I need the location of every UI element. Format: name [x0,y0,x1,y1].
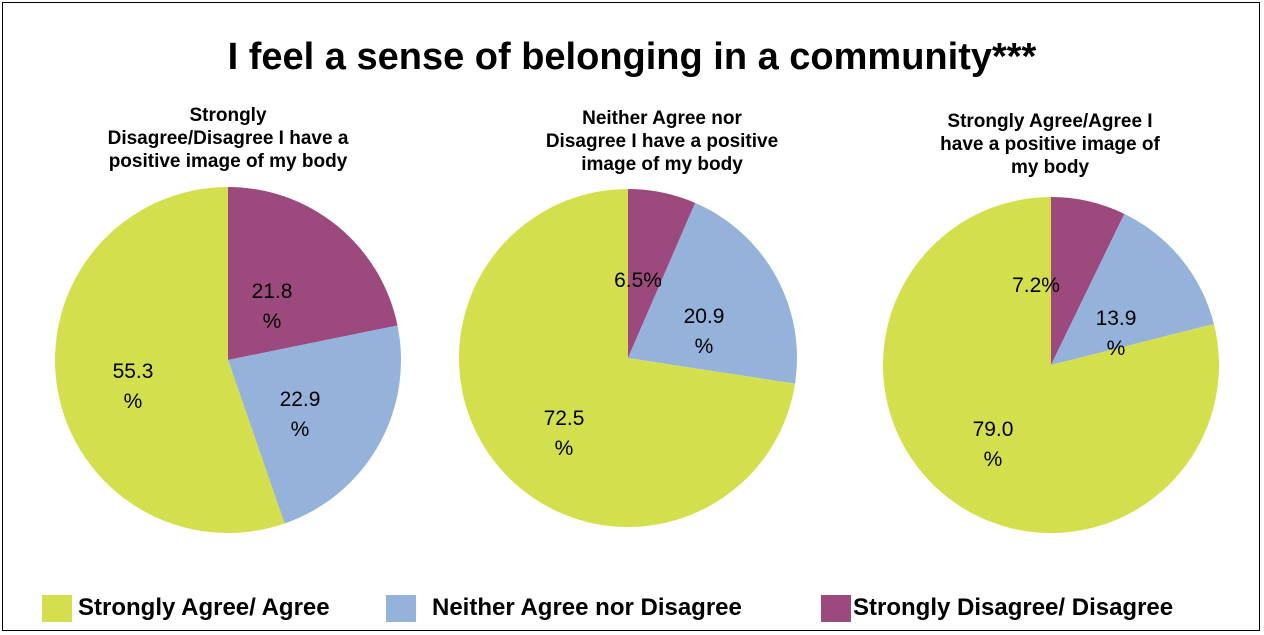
pie-1-title: Strongly Disagree/Disagree I have a posi… [63,104,393,173]
pie-1-label-disagree: 21.8% [252,280,293,333]
pie-1-slice-agree [54,187,285,533]
pie-2-title-line: Disagree I have a positive [545,131,779,152]
legend-item-agree: Strongly Agree/ Agree [42,591,330,625]
pie-3-slice-disagree [1051,197,1125,365]
pie-1-label-neither: 22.9% [280,388,321,441]
pie-2-title-line: image of my body [581,154,743,175]
pie-2-slice-agree [459,189,796,528]
legend: Strongly Agree/ Agree Neither Agree nor … [0,591,1264,625]
pie-3-label-disagree: 7.2% [1012,274,1060,297]
legend-swatch-agree [42,594,72,622]
pie-3-title-line: have a positive image of [940,134,1160,155]
pie-1-title-line: positive image of my body [108,151,348,172]
pie-3-title-line: my body [1010,157,1090,178]
pie-2-label-disagree: 6.5% [614,269,662,292]
pie-2-title-line: Neither Agree nor [582,108,742,129]
legend-item-disagree: Strongly Disagree/ Disagree [821,591,1173,625]
legend-label: Neither Agree nor Disagree [432,594,742,621]
pie-1-slice-neither [228,325,401,524]
pie-1-label-agree: 55.3% [113,360,154,413]
legend-swatch-disagree [821,594,851,622]
pie-2-title: Neither Agree nor Disagree I have a posi… [497,107,827,176]
pie-3-label-neither: 13.9% [1096,307,1137,360]
pie-3-title-line: Strongly Agree/Agree I [947,111,1153,132]
main-title: I feel a sense of belonging in a communi… [227,36,1037,78]
pie-2-label-agree: 72.5% [544,407,585,460]
pie-3-slice-neither [1051,213,1214,365]
legend-item-neither: Neither Agree nor Disagree [386,591,742,625]
legend-label: Strongly Agree/ Agree [78,594,330,621]
pie-1-title-line: Strongly [189,105,267,126]
pie-2-slice-disagree [628,189,696,358]
pie-3-title: Strongly Agree/Agree I have a positive i… [885,110,1215,179]
legend-swatch-neither [386,594,416,622]
pie-2-label-neither: 20.9% [684,305,725,358]
pie-3-slice-agree [882,197,1219,533]
pie-1-slice-disagree [228,187,398,360]
legend-label: Strongly Disagree/ Disagree [853,594,1174,621]
pie-1-title-line: Disagree/Disagree I have a [107,128,349,149]
pie-2-slice-neither [628,202,797,384]
pie-3-label-agree: 79.0% [973,418,1014,471]
